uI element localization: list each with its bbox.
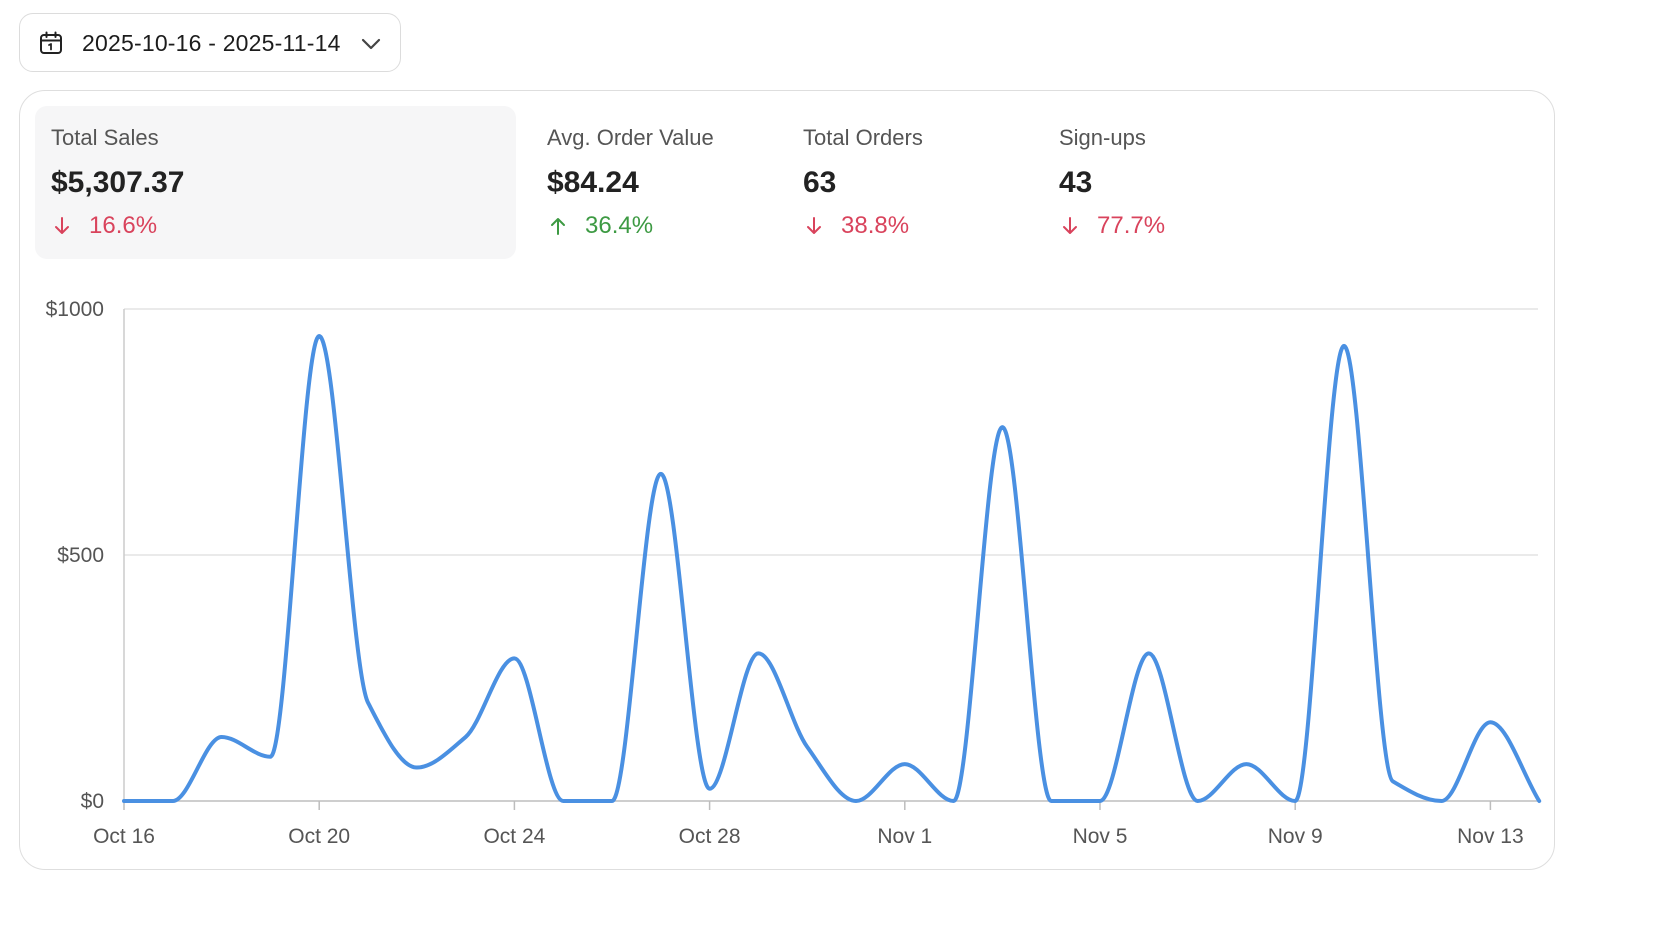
- data-point: [658, 471, 664, 477]
- data-point: [804, 744, 810, 750]
- data-point: [1097, 798, 1103, 804]
- calendar-icon: [40, 31, 62, 54]
- kpi-delta-value: 16.6%: [89, 212, 158, 239]
- kpi-label: Sign-ups: [1059, 125, 1146, 150]
- data-point: [219, 734, 225, 740]
- x-tick-label: Oct 20: [288, 825, 350, 848]
- kpi-delta: 38.8%: [805, 212, 909, 240]
- x-tick-label: Nov 13: [1457, 825, 1524, 848]
- kpi-label: Avg. Order Value: [547, 125, 714, 150]
- data-point: [1195, 798, 1201, 804]
- kpi-delta-value: 36.4%: [585, 212, 654, 239]
- x-tick-label: Oct 28: [679, 825, 741, 848]
- x-tick-label: Nov 1: [877, 825, 932, 848]
- arrow-down-icon: [807, 217, 821, 234]
- data-point: [951, 798, 957, 804]
- arrow-down-icon: [55, 217, 69, 234]
- kpi-value: 43: [1059, 166, 1093, 199]
- kpi-value: $5,307.37: [51, 166, 185, 199]
- data-point: [267, 754, 273, 760]
- kpi-total-sales[interactable]: Total Sales $5,307.37 16.6%: [35, 106, 516, 259]
- data-point: [902, 761, 908, 767]
- kpi-sign-ups[interactable]: Sign-ups 43 77.7%: [1043, 106, 1283, 259]
- x-tick-label: Nov 5: [1073, 825, 1128, 848]
- data-point: [560, 798, 566, 804]
- kpi-delta: 36.4%: [549, 212, 653, 240]
- y-tick-label: $500: [57, 544, 104, 567]
- data-point: [1536, 798, 1542, 804]
- data-point: [1146, 650, 1152, 656]
- date-range-picker[interactable]: 2025-10-16 - 2025-11-14: [19, 13, 401, 72]
- data-point: [511, 655, 517, 661]
- data-point: [463, 734, 469, 740]
- arrow-down-icon: [1063, 217, 1077, 234]
- data-point: [1439, 798, 1445, 804]
- kpi-delta-value: 38.8%: [841, 212, 910, 239]
- data-point: [755, 650, 761, 656]
- data-point: [170, 798, 176, 804]
- data-point: [1243, 761, 1249, 767]
- kpi-total-orders[interactable]: Total Orders 63 38.8%: [787, 106, 1027, 259]
- data-point: [1390, 778, 1396, 784]
- data-point: [414, 765, 420, 771]
- data-point: [121, 798, 127, 804]
- x-tick-label: Oct 16: [93, 825, 155, 848]
- sales-series-line: [122, 334, 1542, 804]
- kpi-avg-order-value[interactable]: Avg. Order Value $84.24 36.4%: [531, 106, 771, 259]
- data-point: [1341, 343, 1347, 349]
- kpi-delta: 16.6%: [53, 212, 157, 240]
- kpi-label: Total Sales: [51, 125, 159, 150]
- kpi-delta: 77.7%: [1061, 212, 1165, 240]
- data-point: [609, 798, 615, 804]
- arrow-up-icon: [551, 218, 565, 235]
- data-point: [1292, 798, 1298, 804]
- data-point: [316, 333, 322, 339]
- y-tick-label: $0: [81, 790, 104, 813]
- date-range-label: 2025-10-16 - 2025-11-14: [82, 30, 341, 56]
- kpi-value: 63: [803, 166, 837, 199]
- data-point: [1048, 798, 1054, 804]
- x-tick-label: Oct 24: [483, 825, 545, 848]
- x-tick-label: Nov 9: [1268, 825, 1323, 848]
- kpi-value: $84.24: [547, 166, 639, 199]
- data-point: [853, 798, 859, 804]
- kpi-label: Total Orders: [803, 125, 923, 150]
- data-point: [365, 700, 371, 706]
- data-point: [999, 424, 1005, 430]
- chevron-down-icon: [361, 38, 381, 50]
- data-point: [1487, 719, 1493, 725]
- y-tick-label: $1000: [46, 298, 104, 321]
- kpi-delta-value: 77.7%: [1097, 212, 1166, 239]
- data-point: [707, 786, 713, 792]
